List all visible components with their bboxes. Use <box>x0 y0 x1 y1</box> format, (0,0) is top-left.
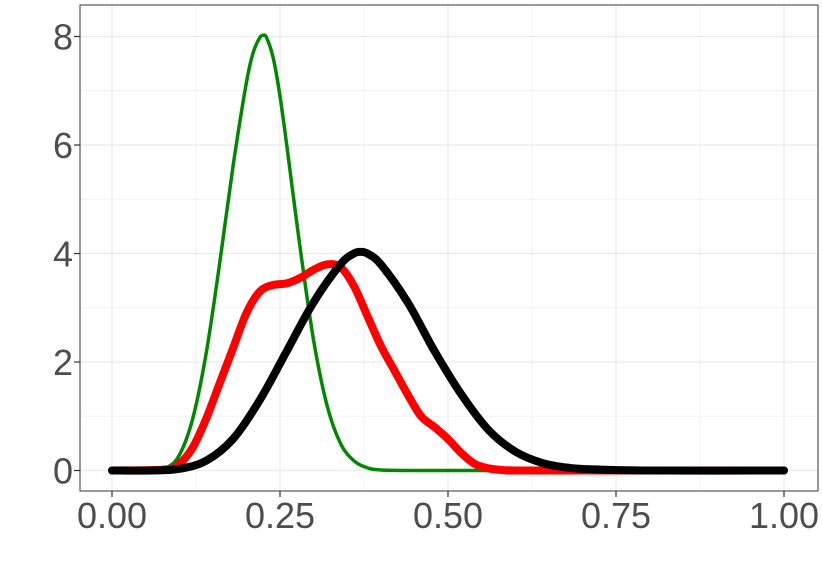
y-axis: 0 2 4 6 8 <box>53 17 80 492</box>
x-tick-label: 0.50 <box>413 495 483 536</box>
x-axis: 0.00 0.25 0.50 0.75 1.00 <box>77 491 819 536</box>
y-tick-label: 6 <box>53 125 73 166</box>
green-density-line <box>110 33 786 473</box>
x-tick-label: 0.00 <box>77 495 147 536</box>
x-tick-label: 1.00 <box>749 495 819 536</box>
y-tick-label: 0 <box>53 451 73 492</box>
x-tick-label: 0.75 <box>581 495 651 536</box>
y-tick-label: 4 <box>53 234 73 275</box>
plot-panel <box>80 5 818 491</box>
series-layer <box>108 33 788 475</box>
y-tick-label: 8 <box>53 17 73 58</box>
y-tick-label: 2 <box>53 342 73 383</box>
plot-border <box>79 4 819 492</box>
red-density-line <box>108 260 788 475</box>
x-tick-label: 0.25 <box>245 495 315 536</box>
black-density-line <box>108 247 788 475</box>
